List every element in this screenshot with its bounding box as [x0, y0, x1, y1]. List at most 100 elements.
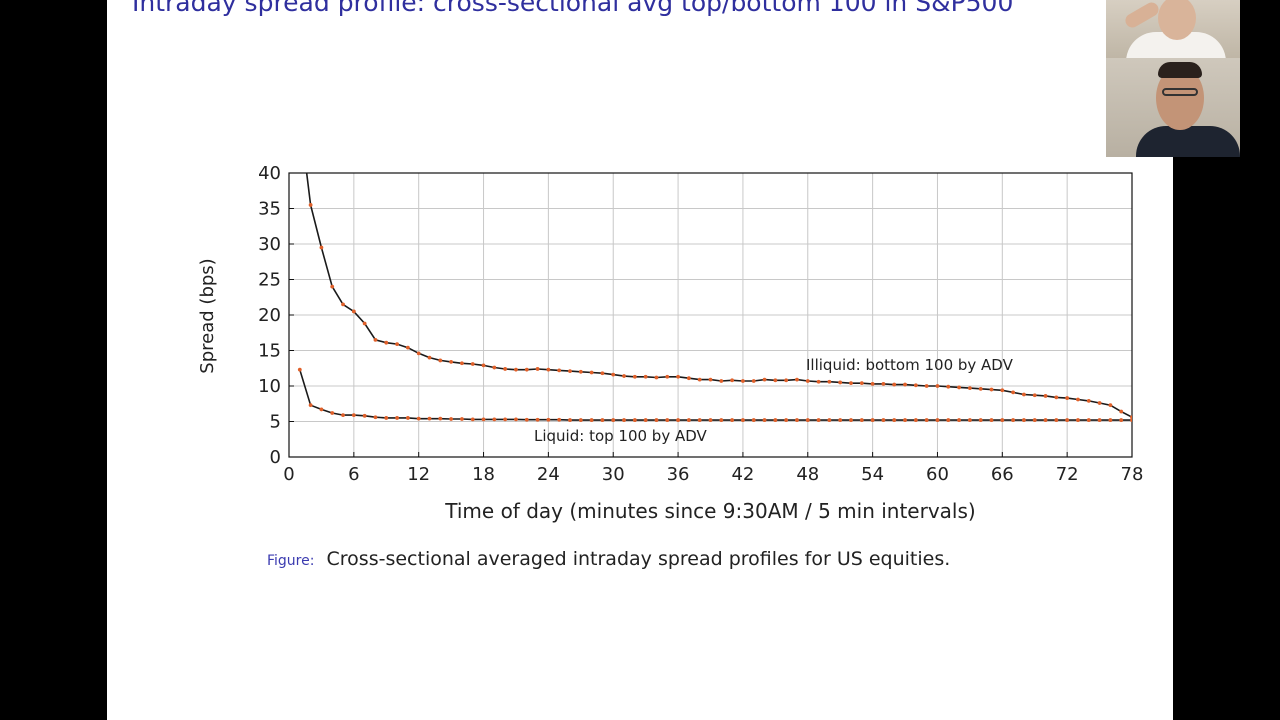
data-point: [741, 379, 745, 383]
data-point: [989, 418, 994, 422]
data-point: [492, 417, 497, 422]
data-point: [741, 418, 745, 422]
data-point: [686, 418, 691, 422]
data-point: [935, 384, 940, 388]
series-line: [299, 369, 1132, 421]
data-point: [697, 377, 702, 382]
x-tick-label: 60: [926, 464, 949, 485]
y-tick-label: 15: [258, 341, 281, 362]
data-point: [1011, 390, 1016, 395]
data-point: [1130, 418, 1132, 422]
data-point: [1043, 418, 1048, 422]
data-point: [913, 383, 918, 388]
data-point: [762, 418, 767, 422]
data-point: [1076, 397, 1080, 402]
data-point: [503, 417, 508, 422]
data-point: [1000, 388, 1005, 393]
figure-caption-text: Cross-sectional averaged intraday spread…: [326, 548, 951, 570]
data-point: [1097, 401, 1102, 405]
data-point: [1054, 395, 1059, 400]
data-point: [903, 418, 907, 422]
data-point: [460, 417, 464, 421]
data-point: [557, 368, 562, 373]
data-point: [773, 378, 778, 383]
data-point: [1022, 392, 1026, 397]
data-point: [416, 416, 421, 421]
series-label-liquid: Liquid: top 100 by ADV: [534, 427, 708, 445]
data-point: [330, 284, 335, 289]
data-point: [654, 375, 659, 380]
slide-title: Intraday spread profile: cross-sectional…: [132, 0, 1014, 17]
x-tick-label: 18: [472, 464, 495, 485]
data-point: [373, 415, 378, 420]
data-point: [924, 418, 929, 422]
data-point: [892, 418, 897, 422]
data-point: [665, 374, 670, 379]
data-point: [492, 365, 497, 370]
data-point: [697, 418, 702, 422]
data-point: [470, 417, 475, 422]
presenter-jacket: [1136, 126, 1240, 157]
data-point: [395, 416, 399, 420]
data-point: [373, 337, 378, 342]
data-point: [967, 418, 972, 422]
data-point: [557, 417, 562, 422]
chart-series: [297, 173, 1132, 422]
data-point: [903, 382, 907, 387]
data-point: [470, 362, 475, 366]
data-point: [816, 379, 821, 384]
data-point: [535, 367, 540, 371]
data-point: [795, 418, 799, 422]
data-point: [514, 417, 518, 422]
data-point: [676, 374, 680, 379]
data-point: [870, 381, 875, 386]
data-point: [881, 381, 886, 386]
data-point: [481, 363, 486, 368]
y-tick-label: 0: [270, 447, 281, 468]
y-tick-label: 35: [258, 199, 281, 220]
data-point: [427, 355, 432, 360]
data-point: [589, 370, 594, 375]
y-tick-label: 5: [270, 412, 281, 433]
data-point: [827, 418, 832, 422]
data-point: [1011, 418, 1016, 422]
data-point: [870, 418, 875, 422]
data-point: [838, 380, 843, 385]
data-point: [643, 418, 648, 422]
data-point: [967, 386, 972, 391]
x-tick-label: 66: [991, 464, 1014, 485]
data-point: [514, 367, 518, 372]
data-point: [892, 382, 897, 387]
data-point: [762, 377, 767, 382]
data-point: [384, 340, 389, 345]
series-label-illiquid: Illiquid: bottom 100 by ADV: [806, 356, 1014, 374]
data-point: [935, 418, 940, 422]
data-point: [1032, 418, 1037, 422]
data-point: [924, 384, 929, 388]
presenter-raised-hand: [1122, 0, 1162, 31]
data-point: [546, 417, 551, 422]
data-point: [1130, 415, 1132, 420]
data-point: [351, 413, 356, 418]
data-point: [643, 374, 648, 379]
data-point: [1043, 394, 1048, 398]
data-point: [989, 387, 994, 392]
data-point: [805, 418, 810, 422]
data-point: [632, 418, 637, 422]
x-tick-label: 0: [283, 464, 294, 485]
y-tick-label: 20: [258, 305, 281, 326]
data-point: [395, 342, 399, 347]
data-point: [1022, 418, 1026, 422]
series-1: [297, 367, 1132, 422]
x-tick-label: 24: [537, 464, 560, 485]
data-point: [978, 386, 983, 391]
data-point: [654, 418, 659, 422]
data-point: [1065, 396, 1070, 400]
data-point: [708, 418, 713, 422]
data-point: [341, 302, 345, 307]
data-point: [751, 418, 756, 422]
data-point: [578, 418, 583, 422]
figure-label: Figure:: [267, 553, 315, 569]
data-point: [405, 416, 410, 420]
data-point: [600, 418, 605, 422]
